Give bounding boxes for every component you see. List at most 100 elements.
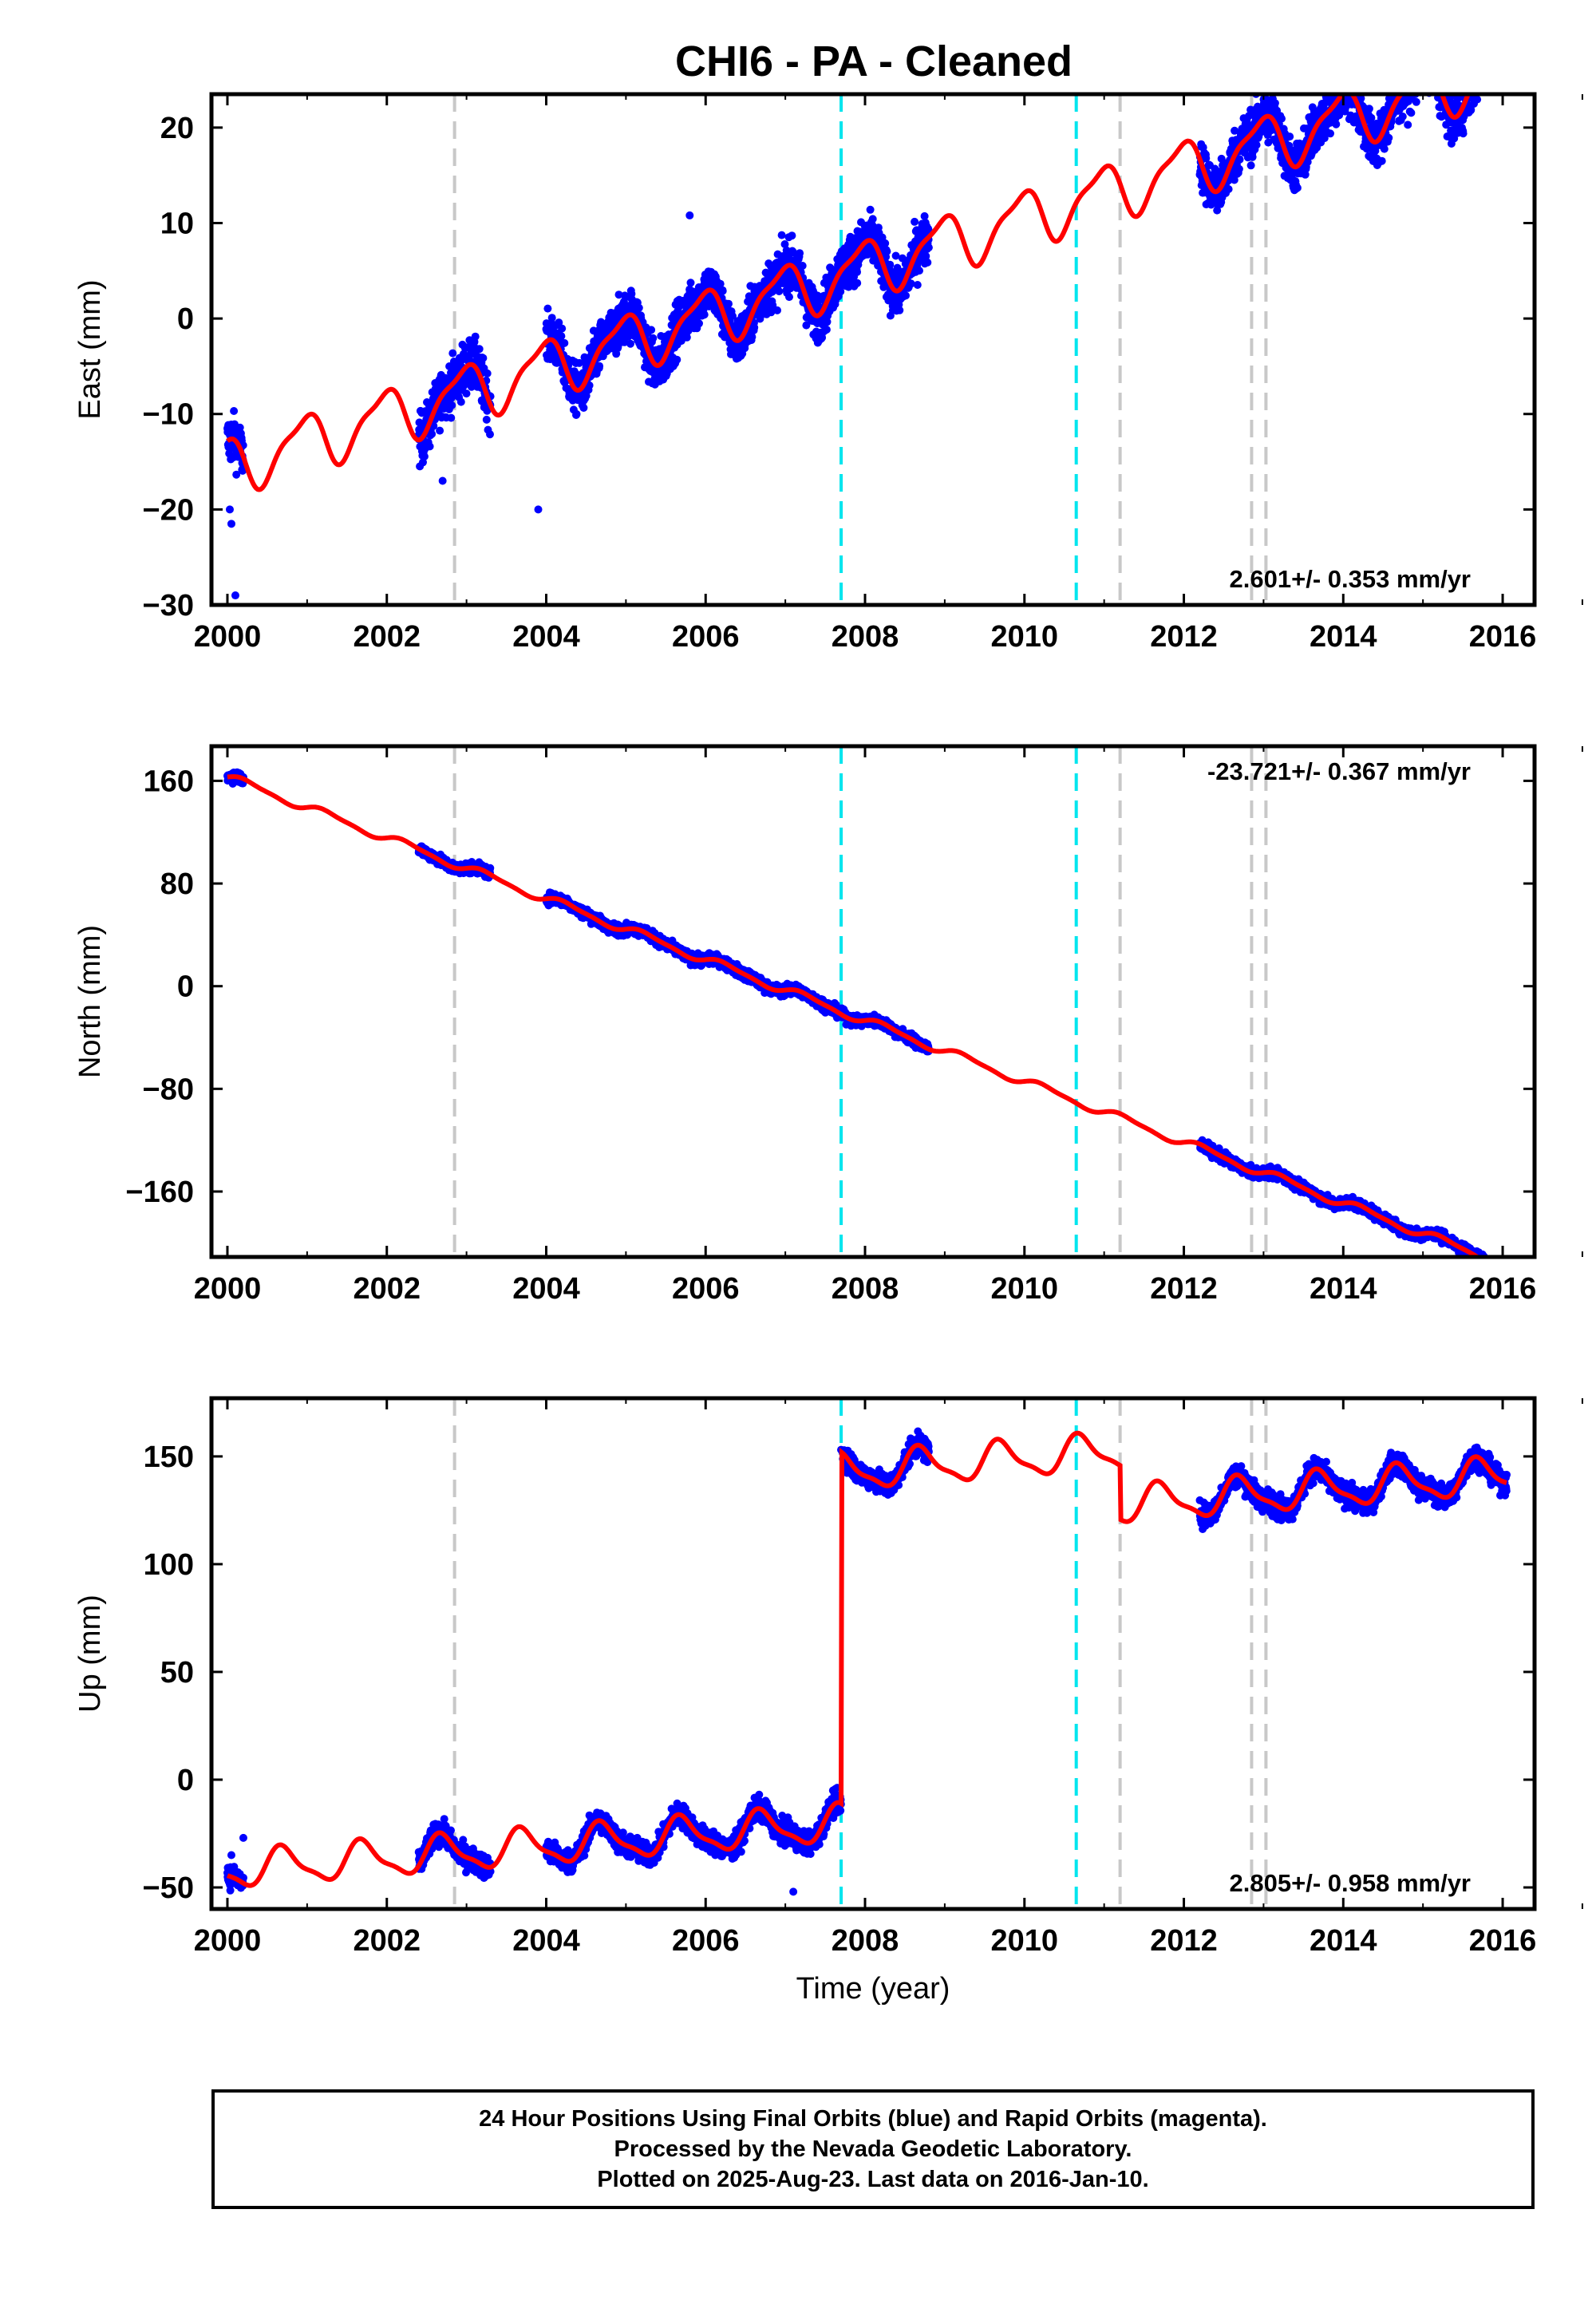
data-point [1350,76,1358,84]
data-point [924,225,933,234]
data-point [823,318,832,326]
data-point [1402,69,1410,77]
data-point [1482,45,1490,53]
data-point [448,349,457,358]
data-point [777,231,786,239]
data-point [1460,81,1468,89]
data-point [1481,72,1489,80]
data-point [420,452,429,460]
data-point [1431,70,1439,78]
data-point [1409,66,1417,74]
data-point [1426,68,1434,76]
data-point [1483,61,1491,69]
data-point [1495,46,1503,54]
data-point [428,429,437,438]
data-point [1470,69,1478,77]
data-point [1464,81,1472,89]
figure-title: CHI6 - PA - Cleaned [675,38,1073,85]
data-point [1420,61,1428,69]
data-point [1414,82,1422,90]
data-point [1270,99,1279,108]
data-point [555,318,563,327]
data-point [572,409,581,418]
data-point [1483,49,1491,57]
data-point [1479,69,1487,77]
data-point [1472,46,1479,54]
data-point [886,260,895,269]
data-point [1235,155,1244,164]
data-point [1424,62,1432,70]
data-point [1393,76,1401,84]
data-point [1342,73,1350,81]
data-point [1501,34,1509,41]
data-point [1395,76,1403,84]
data-point [1213,206,1222,215]
data-point [1478,63,1486,71]
data-point [1499,62,1507,70]
data-point [1413,65,1421,73]
data-point [1479,79,1487,87]
data-point [1424,64,1432,72]
data-point [1483,54,1491,62]
data-point [1499,50,1507,58]
data-point [1432,56,1440,64]
data-point [1473,95,1482,104]
data-point [1428,74,1436,82]
data-point [1487,64,1495,72]
data-point [1417,59,1425,67]
data-point [1252,140,1261,149]
data-point [1484,36,1492,44]
data-point [1428,38,1436,46]
data-point [1348,67,1356,75]
data-point [462,389,471,398]
data-point [1424,61,1432,69]
data-point [1501,60,1509,68]
data-point [1429,68,1437,76]
data-point [1412,77,1420,85]
data-point [1491,53,1499,61]
y-tick-label: −10 [143,398,194,432]
data-point [1335,111,1344,120]
data-point [924,243,933,252]
data-point [595,362,604,370]
data-point [1464,77,1472,85]
data-point [686,279,695,287]
data-point [1491,26,1499,34]
data-point [1417,68,1425,76]
outlier-point [438,476,447,485]
data-point [1422,46,1430,54]
data-point [1471,81,1479,89]
data-point [1476,74,1484,82]
data-point [1416,69,1424,77]
data-point [1429,41,1437,49]
data-point [1412,73,1420,81]
data-point [1403,75,1411,83]
y-tick-label: 10 [160,207,194,240]
data-point [1433,84,1441,92]
data-point [1355,81,1363,89]
data-point [1479,47,1487,55]
data-point [1335,74,1343,82]
data-point [1407,109,1416,117]
data-point [1468,85,1476,93]
data-point [1503,24,1511,32]
data-point [1400,68,1408,76]
data-point [1469,73,1477,81]
data-point [560,338,569,347]
data-point [1321,78,1329,86]
data-point [1471,74,1479,82]
data-point [1345,85,1353,93]
data-point [1474,57,1482,65]
data-point [1482,75,1490,83]
data-point [1488,61,1496,69]
data-point [1326,129,1334,138]
data-point [1488,33,1496,41]
data-point [1487,69,1495,77]
data-point [1367,113,1376,122]
data-point [1429,52,1437,60]
data-point [1494,65,1502,73]
outlier-point [225,505,234,514]
data-point [1440,82,1448,90]
data-point [1350,83,1358,91]
data-point [1502,41,1510,49]
